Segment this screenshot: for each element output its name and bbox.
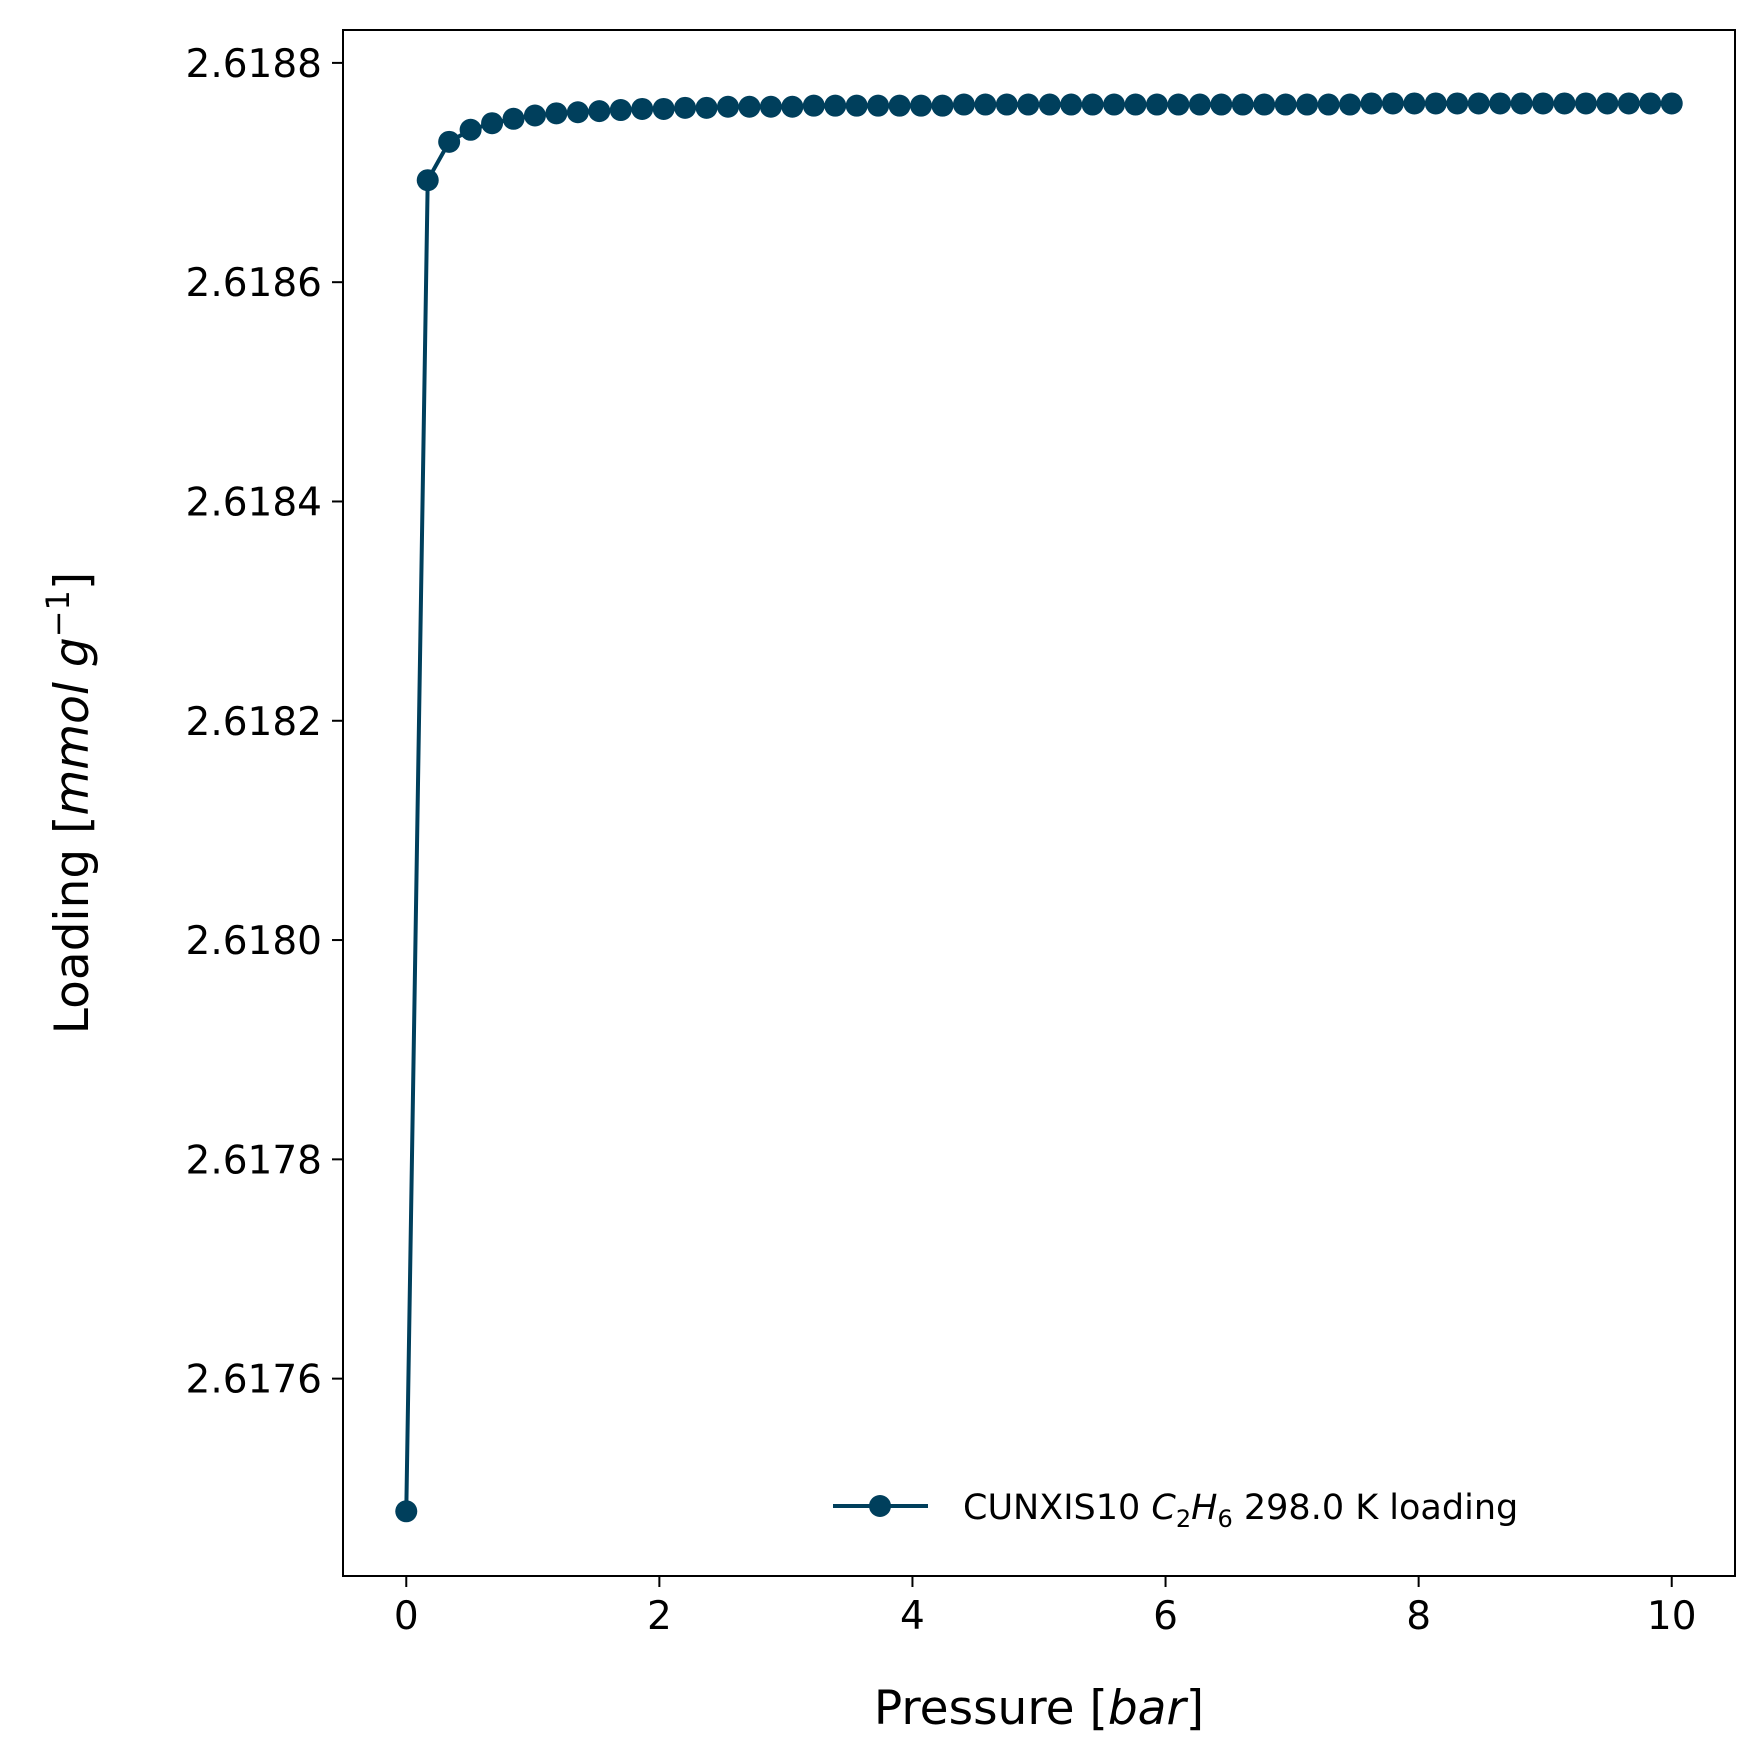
y-tick-label: 2.6178	[186, 1138, 322, 1183]
x-tick-label: 2	[647, 1594, 672, 1639]
data-point	[781, 95, 804, 118]
data-point	[502, 107, 525, 130]
data-point	[1381, 92, 1404, 115]
legend: CUNXIS10 C2H6 298.0 K loading	[833, 1488, 1518, 1533]
data-point	[566, 101, 589, 124]
data-point	[1274, 93, 1297, 116]
data-point	[1060, 93, 1083, 116]
data-point	[438, 130, 461, 153]
data-point	[1103, 93, 1126, 116]
data-point	[845, 94, 868, 117]
y-tick-label: 2.6188	[186, 42, 322, 87]
data-point	[395, 1500, 418, 1523]
x-tick-label: 6	[1153, 1594, 1178, 1639]
legend-label: CUNXIS10 C2H6 298.0 K loading	[963, 1488, 1518, 1533]
data-point	[1188, 93, 1211, 116]
data-point	[1317, 93, 1340, 116]
data-point	[888, 94, 911, 117]
x-axis-label: Pressure [bar]	[874, 1681, 1204, 1736]
data-point	[1210, 93, 1233, 116]
data-point	[481, 112, 504, 135]
data-point	[802, 94, 825, 117]
data-point	[588, 100, 611, 123]
data-point	[1081, 93, 1104, 116]
data-point	[545, 102, 568, 125]
x-tick-label: 8	[1406, 1594, 1431, 1639]
data-point	[1660, 92, 1683, 115]
data-point	[759, 95, 782, 118]
plot-background	[343, 30, 1735, 1576]
x-tick-label: 10	[1647, 1594, 1697, 1639]
data-point	[974, 93, 997, 116]
plot-frame	[342, 29, 1736, 1577]
data-point	[1489, 92, 1512, 115]
data-point	[1532, 92, 1555, 115]
data-point	[910, 94, 933, 117]
data-point	[1403, 92, 1426, 115]
series-layer	[395, 92, 1683, 1523]
x-tick-label: 0	[394, 1594, 419, 1639]
data-point	[695, 96, 718, 119]
data-point	[1124, 93, 1147, 116]
y-tick-label: 2.6180	[186, 919, 322, 964]
y-tick-label: 2.6176	[186, 1358, 322, 1403]
y-tick-label: 2.6186	[186, 261, 322, 306]
data-point	[1467, 92, 1490, 115]
data-point	[1574, 92, 1597, 115]
data-point	[931, 94, 954, 117]
x-tick-label: 4	[900, 1594, 925, 1639]
data-point	[867, 94, 890, 117]
data-point	[631, 97, 654, 120]
data-point	[1424, 92, 1447, 115]
data-point	[523, 104, 546, 127]
y-tick-label: 2.6184	[186, 480, 322, 525]
data-point	[1617, 92, 1640, 115]
data-point	[459, 118, 482, 141]
data-point	[1339, 93, 1361, 116]
data-point	[1296, 93, 1319, 116]
data-point	[1639, 92, 1662, 115]
data-point	[1553, 92, 1576, 115]
data-point	[1038, 93, 1061, 116]
data-point	[652, 97, 675, 120]
y-axis-ticks: 2.6176 2.6178 2.6180 2.6182 2.6184 2.6186 2.61…	[186, 42, 343, 1403]
data-point	[1510, 92, 1533, 115]
data-point	[416, 169, 439, 192]
data-point	[1231, 93, 1254, 116]
data-point	[1360, 92, 1383, 115]
y-axis-label: Loading [mmol g−1]	[39, 572, 100, 1034]
x-axis-ticks: 0 2 4 6 8 10	[394, 1576, 1697, 1639]
data-point	[1145, 93, 1168, 116]
y-tick-label: 2.6182	[186, 700, 322, 745]
data-point	[995, 93, 1018, 116]
data-point	[609, 99, 632, 122]
data-point	[952, 93, 975, 116]
data-point	[1167, 93, 1190, 116]
data-point	[1017, 93, 1040, 116]
data-point	[1253, 93, 1276, 116]
data-point	[1596, 92, 1619, 115]
data-point	[717, 95, 739, 118]
data-point	[1446, 92, 1469, 115]
data-point	[824, 94, 847, 117]
data-point	[738, 95, 761, 118]
data-point	[674, 96, 697, 119]
legend-marker-sample	[869, 1495, 891, 1517]
